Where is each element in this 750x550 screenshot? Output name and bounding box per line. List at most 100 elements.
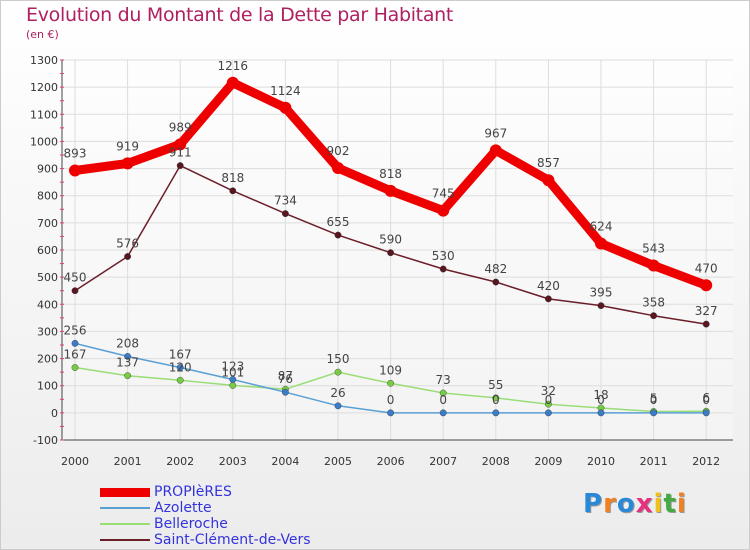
legend-label: Saint-Clément-de-Vers — [154, 532, 311, 548]
data-label: 109 — [379, 363, 402, 377]
data-point — [124, 372, 132, 380]
x-tick-label: 2009 — [534, 455, 562, 468]
data-point — [595, 237, 607, 250]
data-label: 745 — [432, 187, 455, 201]
x-tick-label: 2010 — [587, 455, 615, 468]
data-label: 655 — [327, 215, 350, 229]
data-point — [176, 376, 184, 384]
legend-swatch — [100, 507, 150, 509]
data-label: 0 — [702, 393, 710, 407]
data-label: 26 — [330, 386, 345, 400]
data-label: 0 — [439, 393, 447, 407]
data-label: 6 — [702, 391, 710, 405]
data-point — [229, 376, 237, 383]
legend-item: Belleroche — [100, 516, 228, 532]
data-label: 590 — [379, 233, 402, 247]
data-point — [542, 174, 555, 187]
chart-title: Evolution du Montant de la Dette par Hab… — [26, 4, 454, 26]
data-label: 395 — [590, 286, 613, 300]
y-tick-label: 0 — [51, 407, 58, 420]
legend-swatch — [100, 487, 150, 497]
data-label: 358 — [642, 296, 665, 310]
legend-label: PROPIèRES — [154, 484, 232, 500]
data-point — [650, 409, 657, 417]
legend-item: Azolette — [100, 500, 212, 516]
data-point — [700, 279, 713, 292]
legend-item: Saint-Clément-de-Vers — [100, 532, 311, 548]
data-label: 137 — [116, 356, 139, 370]
proxiti-logo: Proxiti — [583, 489, 687, 519]
legend-swatch — [100, 539, 150, 541]
data-label: 167 — [169, 348, 192, 362]
data-label: 87 — [278, 369, 293, 383]
x-tick-label: 2004 — [271, 455, 299, 468]
data-label: 101 — [221, 365, 244, 379]
data-point — [492, 278, 500, 286]
data-point — [71, 339, 79, 347]
legend-item: PROPIèRES — [100, 484, 232, 500]
data-label: 482 — [484, 262, 507, 276]
data-point — [647, 259, 660, 272]
data-point — [545, 400, 552, 408]
logo-letter: P — [583, 489, 604, 519]
data-label: 0 — [492, 393, 500, 407]
data-label: 450 — [64, 271, 87, 285]
data-label: 818 — [379, 167, 402, 181]
data-point — [229, 187, 237, 195]
y-tick-label: 1300 — [30, 54, 58, 67]
data-point — [176, 162, 184, 169]
x-tick-label: 2008 — [482, 455, 510, 468]
data-label: 818 — [221, 171, 244, 185]
data-point — [439, 265, 447, 273]
data-point — [281, 210, 289, 218]
data-label: 734 — [274, 194, 297, 208]
data-point — [702, 409, 710, 417]
data-point — [332, 162, 344, 175]
data-point — [597, 302, 605, 310]
data-label: 55 — [488, 378, 503, 392]
x-tick-label: 2003 — [219, 455, 247, 468]
x-tick-label: 2005 — [324, 455, 352, 468]
data-point — [69, 164, 81, 177]
legend-swatch — [100, 523, 150, 525]
data-label: 0 — [545, 393, 553, 407]
y-tick-label: 700 — [37, 217, 58, 230]
data-label: 256 — [64, 323, 87, 337]
x-tick-label: 2006 — [377, 455, 405, 468]
data-label: 902 — [327, 144, 350, 158]
data-label: 123 — [221, 359, 244, 373]
x-tick-label: 2011 — [640, 455, 668, 468]
data-label: 76 — [278, 372, 293, 386]
data-label: 167 — [64, 348, 87, 362]
logo-letter: i — [653, 489, 664, 519]
y-tick-label: 800 — [37, 190, 58, 203]
data-label: 120 — [169, 360, 192, 374]
logo-letter: i — [676, 489, 687, 519]
data-label: 0 — [597, 393, 605, 407]
data-point — [387, 409, 394, 417]
data-point — [124, 352, 132, 360]
data-point — [545, 295, 552, 303]
logo-letter: r — [603, 489, 617, 519]
data-label: 1124 — [270, 84, 301, 98]
data-label: 624 — [590, 219, 613, 233]
y-tick-label: 300 — [37, 325, 58, 338]
data-point — [384, 184, 397, 197]
data-point — [71, 287, 79, 295]
data-label: 543 — [642, 241, 665, 255]
data-label: 18 — [593, 388, 608, 402]
data-label: 0 — [650, 393, 658, 407]
data-point — [334, 402, 342, 410]
logo-letter: o — [616, 489, 636, 519]
y-tick-label: 900 — [37, 163, 58, 176]
data-point — [174, 138, 187, 151]
x-tick-label: 2012 — [692, 455, 720, 468]
data-point — [229, 382, 237, 389]
data-label: 530 — [432, 249, 455, 263]
y-tick-label: 400 — [37, 298, 58, 311]
data-label: 967 — [484, 126, 507, 140]
data-point — [334, 368, 342, 376]
data-point — [226, 76, 239, 89]
